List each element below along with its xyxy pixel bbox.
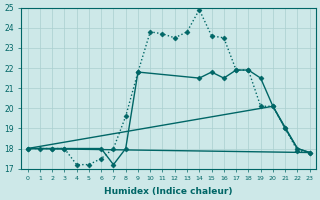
X-axis label: Humidex (Indice chaleur): Humidex (Indice chaleur): [104, 187, 233, 196]
